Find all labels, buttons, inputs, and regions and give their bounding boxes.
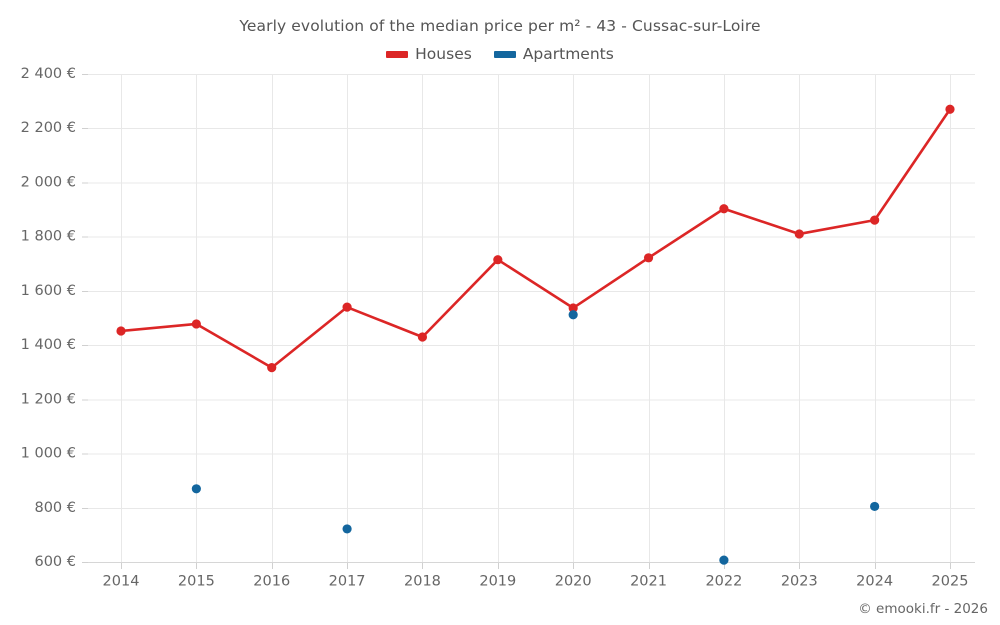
legend-item-apartments[interactable]: Apartments: [493, 45, 614, 63]
legend-label-houses: Houses: [415, 45, 472, 63]
series-line-houses: [119, 107, 952, 369]
data-point-houses[interactable]: [116, 326, 126, 336]
legend-swatch-houses: [386, 50, 409, 58]
grid-layer: [82, 74, 975, 569]
x-tick-label: 2025: [932, 574, 969, 590]
y-tick-label: 1 000 €: [21, 446, 76, 462]
data-point-houses[interactable]: [191, 319, 201, 329]
x-tick-label: 2017: [329, 574, 366, 590]
x-axis-ticks: 2014 2015 2016 2017 2018 2019 2020 2021 2022 2023…: [103, 574, 969, 590]
data-point-houses[interactable]: [719, 204, 729, 214]
data-point-houses[interactable]: [417, 332, 428, 342]
legend-swatch-apartments: [493, 50, 516, 58]
y-tick-label: 2 000 €: [21, 174, 76, 190]
y-tick-label: 600 €: [34, 554, 76, 570]
data-point-houses[interactable]: [342, 302, 352, 312]
legend-item-houses[interactable]: Houses: [386, 45, 472, 63]
x-tick-label: 2023: [781, 574, 818, 590]
y-tick-label: 2 400 €: [21, 66, 76, 82]
data-point-houses[interactable]: [870, 215, 880, 225]
legend-label-apartments: Apartments: [522, 45, 614, 63]
data-point-houses[interactable]: [945, 104, 955, 114]
data-point-houses[interactable]: [568, 303, 578, 313]
chart-title: Yearly evolution of the median price per…: [239, 17, 761, 35]
data-point-apartments[interactable]: [568, 310, 578, 320]
data-point-houses[interactable]: [643, 253, 654, 263]
y-axis-ticks: 600 € 800 € 1 000 € 1 200 € 1 400 € 1 600 € 1 …: [21, 66, 76, 570]
data-point-apartments[interactable]: [719, 555, 729, 565]
data-point-apartments[interactable]: [191, 484, 201, 494]
x-tick-label: 2022: [705, 574, 742, 590]
x-tick-label: 2015: [178, 574, 215, 590]
x-tick-label: 2019: [479, 574, 516, 590]
data-point-apartments[interactable]: [342, 524, 352, 534]
x-tick-label: 2021: [630, 574, 667, 590]
x-tick-label: 2016: [253, 574, 290, 590]
y-tick-label: 1 800 €: [21, 229, 76, 245]
data-point-houses[interactable]: [267, 363, 277, 373]
data-point-houses[interactable]: [794, 229, 804, 239]
x-tick-label: 2018: [404, 574, 441, 590]
y-tick-label: 1 200 €: [21, 391, 76, 407]
data-point-houses[interactable]: [493, 255, 503, 265]
y-tick-label: 1 600 €: [21, 283, 76, 299]
copyright-credit: © emooki.fr - 2026: [858, 601, 988, 617]
x-tick-label: 2014: [103, 574, 140, 590]
x-tick-label: 2024: [856, 574, 893, 590]
y-tick-label: 800 €: [34, 500, 76, 516]
data-point-apartments[interactable]: [870, 501, 880, 512]
data-series-layer: [116, 104, 955, 565]
y-tick-label: 2 200 €: [21, 120, 76, 136]
y-tick-label: 1 400 €: [21, 337, 76, 353]
x-tick-label: 2020: [555, 574, 592, 590]
chart-legend: Houses Apartments: [0, 45, 1000, 63]
